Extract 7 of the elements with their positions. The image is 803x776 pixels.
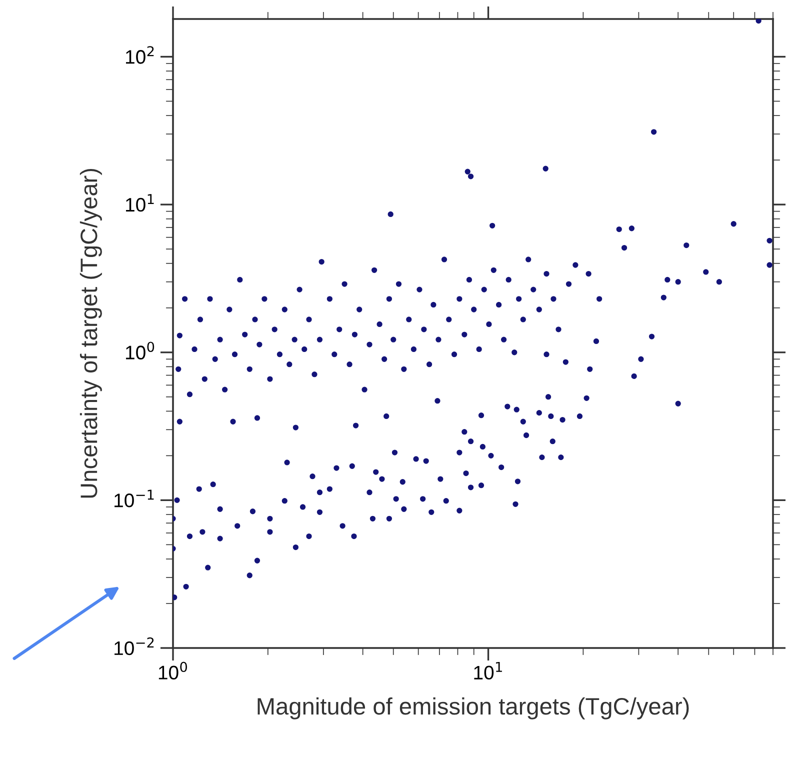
y-tick-label: 10$^{1}$ xyxy=(126,194,154,212)
y-tick-label: 10$^{−2}$ xyxy=(114,637,154,656)
y-tick-label: 10$^{2}$ xyxy=(126,46,154,64)
y-tick-label: 10$^{−1}$ xyxy=(114,490,154,508)
y-tick-label: 10$^{0}$ xyxy=(126,342,154,360)
x-axis-title: Magnitude of emission targets (TgC/year) xyxy=(258,697,689,720)
y-axis-title: Uncertainty of target (TgC/year) xyxy=(80,168,102,498)
